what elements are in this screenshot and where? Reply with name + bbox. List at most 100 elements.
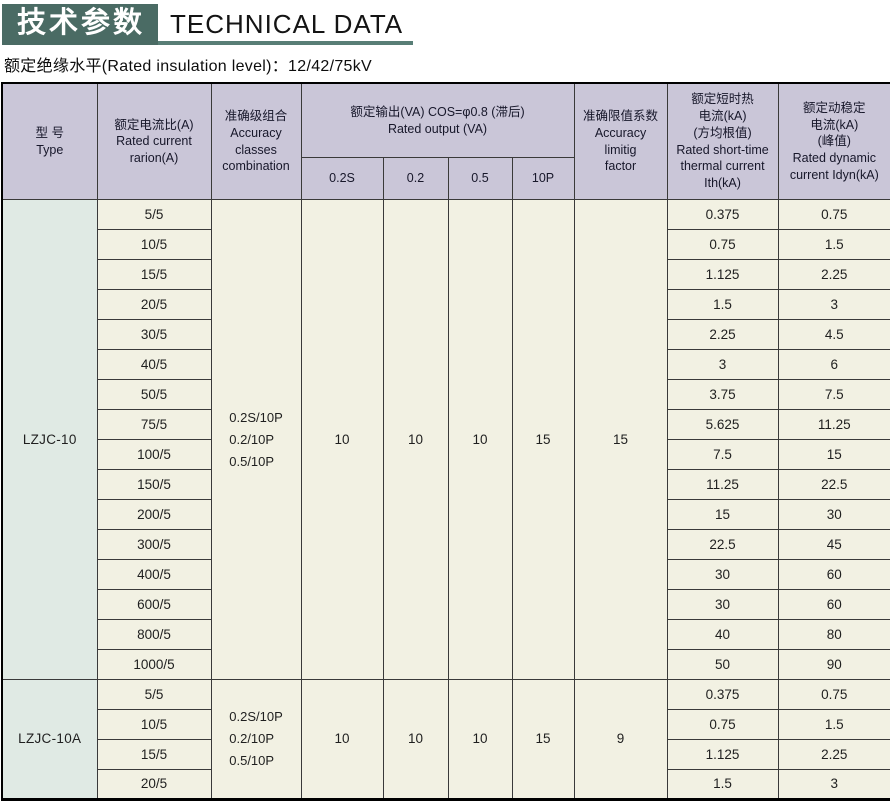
table-row: 200/5 15 30 [2,498,890,530]
cell-ratio: 30/5 [96,318,212,350]
cell-ratio: 75/5 [96,408,212,440]
page-title-zh: 技术参数 [2,4,159,46]
header-accuracy-limit-factor: 准确限值系数 Accuracy limitig factor [573,82,668,200]
table-row: 10/5 0.75 1.5 [2,708,890,740]
cell-ratio: 10/5 [96,228,212,260]
header-line: Type [36,142,64,157]
header-dynamic-current: 额定动稳定 电流(kA) (峰值) Rated dynamic current … [777,82,890,200]
cell-output-0-5: 10 [447,198,513,680]
cell-thermal: 2.25 [666,318,779,350]
accuracy-class-line: 0.2/10P [229,731,275,747]
header-line: 额定电流比(A) [114,117,194,132]
header-line: Ith(kA) [704,176,741,191]
cell-thermal: 1.125 [666,258,779,290]
header-line: Rated output (VA) [387,121,488,136]
cell-dynamic: 60 [777,558,890,590]
cell-dynamic: 1.5 [777,228,890,260]
cell-limit-factor: 15 [573,198,668,680]
cell-output-0-2: 10 [382,678,449,800]
header-line: thermal current [680,159,765,174]
table-head: 型 号 Type 额定电流比(A) Rated current rarion(A… [1,82,890,200]
cell-output-0-2: 10 [382,198,449,680]
header-line: Accuracy [594,125,647,140]
cell-thermal: 15 [666,498,779,530]
cell-thermal: 3.75 [666,378,779,410]
cell-dynamic: 60 [777,588,890,620]
header-rated-output-group: 额定输出(VA) COS=φ0.8 (滞后) Rated output (VA) [300,82,575,158]
cell-thermal: 1.5 [666,768,779,800]
table-row: 15/5 1.125 2.25 [2,738,890,770]
table-row: 600/5 30 60 [2,588,890,620]
header-current-ratio: 额定电流比(A) Rated current rarion(A) [96,82,212,200]
page-header: 技术参数 TECHNICAL DATA [2,4,890,46]
cell-dynamic: 30 [777,498,890,530]
cell-thermal: 50 [666,648,779,680]
cell-ratio: 15/5 [96,258,212,290]
header-type: 型 号 Type [1,82,98,200]
cell-thermal: 1.5 [666,288,779,320]
header-output-col-0-2: 0.2 [382,156,449,200]
cell-ratio: 150/5 [96,468,212,500]
table-body: LZJC-10 5/5 0.2S/10P 0.2/10P 0.5/10P 10 10… [1,198,890,800]
cell-ratio: 300/5 [96,528,212,560]
table-row: 100/5 7.5 15 [2,438,890,470]
cell-ratio: 100/5 [96,438,212,470]
table-row: 20/5 1.5 3 [2,768,890,800]
header-output-col-0-2s: 0.2S [300,156,384,200]
table-row: 800/5 40 80 [2,618,890,650]
cell-thermal: 0.375 [666,198,779,230]
cell-ratio: 5/5 [96,198,212,230]
cell-ratio: 40/5 [96,348,212,380]
header-line: combination [222,159,290,174]
header-line: factor [604,159,637,174]
header-accuracy-classes: 准确级组合 Accuracy classes combination [210,82,302,200]
header-line: Accuracy [230,125,282,140]
header-line: classes [235,142,277,157]
cell-thermal: 30 [666,588,779,620]
cell-dynamic: 7.5 [777,378,890,410]
table-row: 300/5 22.5 45 [2,528,890,560]
header-output-col-10p: 10P [511,156,575,200]
cell-type: LZJC-10A [1,678,98,800]
header-line: 额定动稳定 [803,100,866,115]
accuracy-class-line: 0.5/10P [229,453,275,469]
cell-ratio: 10/5 [96,708,212,740]
cell-thermal: 22.5 [666,528,779,560]
cell-ratio: 1000/5 [96,648,212,680]
table-row: 20/5 1.5 3 [2,288,890,320]
header-output-col-0-5: 0.5 [447,156,513,200]
header-line: Rated short-time [676,142,769,157]
cell-dynamic: 3 [777,768,890,800]
cell-output-0-2s: 10 [300,198,384,680]
header-line: 型 号 [35,125,64,140]
header-line: Rated current [116,134,192,149]
table-row: LZJC-10 5/5 0.2S/10P 0.2/10P 0.5/10P 10 10… [1,198,890,680]
cell-thermal: 0.75 [666,228,779,260]
header-thermal-current: 额定短时热 电流(kA) (方均根值) Rated short-time the… [666,82,779,200]
cell-thermal: 7.5 [666,438,779,470]
rated-insulation-level-subtitle: 额定绝缘水平(Rated insulation level)：12/42/75k… [4,58,373,76]
cell-dynamic: 2.25 [777,258,890,290]
cell-thermal: 0.75 [666,708,779,740]
cell-output-10p: 15 [511,678,575,800]
cell-dynamic: 1.5 [777,708,890,740]
header-line: (方均根值) [693,125,752,140]
cell-output-0-2s: 10 [300,678,384,800]
table-subheader-row: 0.2S 0.2 0.5 10P [2,156,890,200]
cell-dynamic: 3 [777,288,890,320]
table-row: 30/5 2.25 4.5 [2,318,890,350]
accuracy-class-line: 0.2/10P [229,431,275,447]
cell-dynamic: 90 [777,648,890,680]
cell-limit-factor: 9 [573,678,668,800]
cell-ratio: 400/5 [96,558,212,590]
table-row: 10/5 0.75 1.5 [2,228,890,260]
cell-dynamic: 4.5 [777,318,890,350]
table-row: 400/5 30 60 [2,558,890,590]
cell-thermal: 11.25 [666,468,779,500]
cell-thermal: 3 [666,348,779,380]
cell-dynamic: 80 [777,618,890,650]
cell-thermal: 1.125 [666,738,779,770]
header-line: rarion(A) [129,151,179,166]
technical-data-table: 型 号 Type 额定电流比(A) Rated current rarion(A… [1,82,890,801]
